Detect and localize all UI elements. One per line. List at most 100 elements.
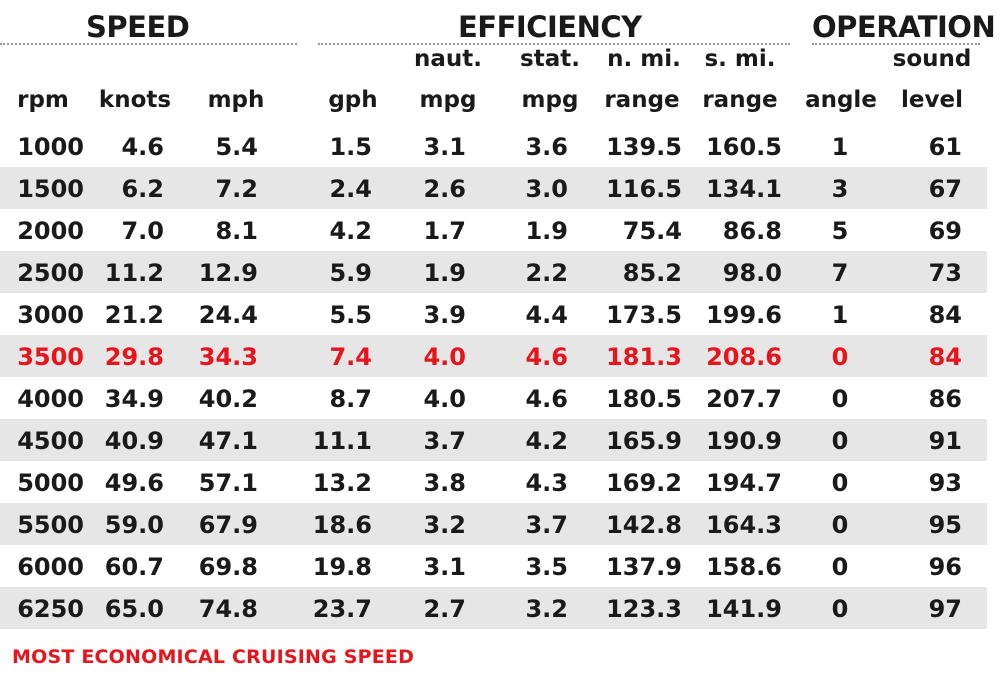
cell-angle: 0 (831, 469, 849, 497)
cell-angle: 1 (831, 133, 849, 161)
cell-knots: 40.9 (104, 427, 164, 455)
cell-angle: 0 (831, 553, 849, 581)
cell-sound-level: 84 (928, 301, 962, 329)
table-row: 3000 21.2 24.4 5.5 3.9 4.4 173.5 199.6 1 84 (0, 293, 987, 335)
cell-knots: 11.2 (104, 259, 164, 287)
cell-smi-range: 134.1 (706, 175, 782, 203)
cell-knots: 59.0 (104, 511, 164, 539)
cell-stat-mpg: 3.2 (525, 595, 568, 623)
header-mph: mph (207, 87, 265, 113)
cell-knots: 29.8 (104, 343, 164, 371)
table-row: 1000 4.6 5.4 1.5 3.1 3.6 139.5 160.5 1 61 (0, 125, 987, 167)
cell-nmi-range: 142.8 (606, 511, 682, 539)
cell-stat-mpg: 1.9 (525, 217, 568, 245)
cell-mph: 40.2 (198, 385, 258, 413)
header-knots: knots (98, 87, 172, 113)
group-rule-operation (812, 43, 980, 45)
cell-smi-range: 141.9 (706, 595, 782, 623)
cell-stat-mpg: 4.3 (525, 469, 568, 497)
cell-knots: 6.2 (121, 175, 164, 203)
cell-naut-mpg: 4.0 (423, 385, 466, 413)
cell-smi-range: 190.9 (706, 427, 782, 455)
cell-sound-level: 95 (928, 511, 962, 539)
cell-smi-range: 98.0 (722, 259, 782, 287)
cell-sound-level: 69 (928, 217, 962, 245)
cell-angle: 0 (831, 343, 849, 371)
header-stat-mpg: mpg (521, 87, 579, 113)
cell-sound-level: 96 (928, 553, 962, 581)
cell-rpm: 3500 (17, 343, 84, 371)
cell-rpm: 1500 (17, 175, 84, 203)
table-row: 4000 34.9 40.2 8.7 4.0 4.6 180.5 207.7 0 86 (0, 377, 987, 419)
cell-mph: 69.8 (198, 553, 258, 581)
cell-naut-mpg: 2.7 (423, 595, 466, 623)
cell-smi-range: 86.8 (722, 217, 782, 245)
cell-sound-level: 73 (928, 259, 962, 287)
cell-naut-mpg: 3.9 (423, 301, 466, 329)
table-row: 2500 11.2 12.9 5.9 1.9 2.2 85.2 98.0 7 73 (0, 251, 987, 293)
cell-stat-mpg: 4.6 (525, 343, 568, 371)
cell-smi-range: 207.7 (706, 385, 782, 413)
header-angle: angle (805, 87, 877, 113)
cell-naut-mpg: 1.7 (423, 217, 466, 245)
cell-angle: 0 (831, 385, 849, 413)
header-naut-mpg-top: naut. (413, 46, 482, 72)
cell-stat-mpg: 3.7 (525, 511, 568, 539)
cell-gph: 5.9 (329, 259, 372, 287)
cell-naut-mpg: 4.0 (423, 343, 466, 371)
cell-mph: 12.9 (198, 259, 258, 287)
cell-nmi-range: 181.3 (606, 343, 682, 371)
cell-gph: 2.4 (329, 175, 372, 203)
cell-naut-mpg: 3.8 (423, 469, 466, 497)
cell-gph: 7.4 (329, 343, 372, 371)
cell-sound-level: 67 (928, 175, 962, 203)
cell-sound-level: 97 (928, 595, 962, 623)
cell-mph: 47.1 (198, 427, 258, 455)
header-nmi-range: range (604, 87, 680, 113)
footnote: MOST ECONOMICAL CRUISING SPEED (12, 646, 415, 668)
cell-mph: 7.2 (215, 175, 258, 203)
cell-gph: 8.7 (329, 385, 372, 413)
group-title-efficiency: EFFICIENCY (458, 10, 642, 44)
cell-gph: 5.5 (329, 301, 372, 329)
cell-nmi-range: 165.9 (606, 427, 682, 455)
cell-mph: 67.9 (198, 511, 258, 539)
cell-stat-mpg: 3.5 (525, 553, 568, 581)
cell-rpm: 2000 (17, 217, 84, 245)
cell-sound-level: 61 (928, 133, 962, 161)
header-nmi-range-top: n. mi. (607, 46, 681, 72)
group-title-operation: OPERATION (812, 10, 996, 44)
table-row: 2000 7.0 8.1 4.2 1.7 1.9 75.4 86.8 5 69 (0, 209, 987, 251)
cell-gph: 11.1 (312, 427, 372, 455)
cell-rpm: 3000 (17, 301, 84, 329)
table-row: 6250 65.0 74.8 23.7 2.7 3.2 123.3 141.9 0 97 (0, 587, 987, 629)
cell-mph: 5.4 (215, 133, 258, 161)
cell-naut-mpg: 3.1 (423, 133, 466, 161)
cell-rpm: 5500 (17, 511, 84, 539)
cell-nmi-range: 75.4 (622, 217, 682, 245)
table-row: 6000 60.7 69.8 19.8 3.1 3.5 137.9 158.6 0 96 (0, 545, 987, 587)
cell-stat-mpg: 4.4 (525, 301, 568, 329)
cell-naut-mpg: 3.2 (423, 511, 466, 539)
group-rule-speed (0, 43, 297, 45)
cell-mph: 34.3 (198, 343, 258, 371)
cell-smi-range: 194.7 (706, 469, 782, 497)
header-naut-mpg: mpg (419, 87, 477, 113)
header-rpm: rpm (17, 87, 69, 113)
cell-nmi-range: 85.2 (622, 259, 682, 287)
cell-naut-mpg: 3.7 (423, 427, 466, 455)
cell-mph: 74.8 (198, 595, 258, 623)
cell-gph: 13.2 (312, 469, 372, 497)
cell-knots: 49.6 (104, 469, 164, 497)
cell-knots: 21.2 (104, 301, 164, 329)
cell-knots: 60.7 (104, 553, 164, 581)
cell-stat-mpg: 3.6 (525, 133, 568, 161)
table-row: 5000 49.6 57.1 13.2 3.8 4.3 169.2 194.7 0 93 (0, 461, 987, 503)
table-row: 4500 40.9 47.1 11.1 3.7 4.2 165.9 190.9 0 91 (0, 419, 987, 461)
cell-smi-range: 199.6 (706, 301, 782, 329)
cell-nmi-range: 123.3 (606, 595, 682, 623)
cell-angle: 0 (831, 595, 849, 623)
cell-rpm: 4000 (17, 385, 84, 413)
table-row: 5500 59.0 67.9 18.6 3.2 3.7 142.8 164.3 0 95 (0, 503, 987, 545)
header-sound-top: sound (892, 46, 972, 72)
